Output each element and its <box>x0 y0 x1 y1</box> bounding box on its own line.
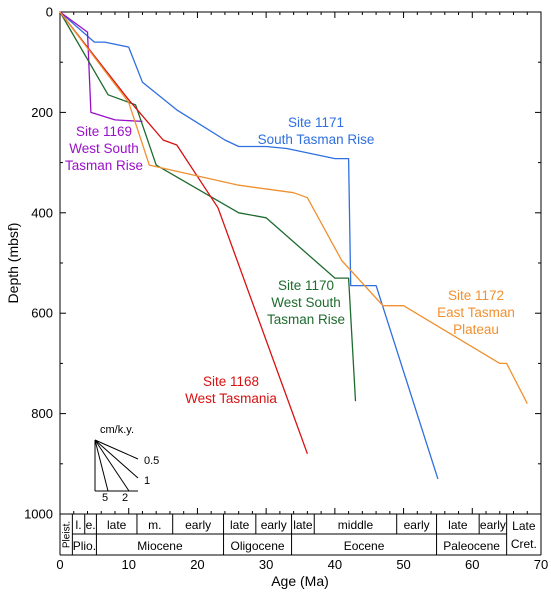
epoch-label: Late Cret. <box>511 519 537 551</box>
rate-label: 2 <box>122 492 128 504</box>
epoch-label: Pleist. <box>62 521 73 548</box>
x-axis-label: Age (Ma) <box>271 573 329 589</box>
subdivision-label: late <box>448 518 468 532</box>
plot-frame <box>59 11 542 515</box>
series-line-site-1168 <box>59 11 309 455</box>
subdivision-label: late <box>107 518 127 532</box>
rate-line <box>94 439 130 492</box>
epoch-label: Eocene <box>344 539 385 553</box>
series-line-site-1170 <box>59 11 357 402</box>
x-tick-label: 60 <box>465 557 479 572</box>
series-label-site-1172: Site 1172 East Tasman Plateau <box>437 288 515 337</box>
series-line-site-1171 <box>59 11 439 480</box>
rate-line <box>94 439 139 460</box>
rate-label: 5 <box>102 492 108 504</box>
timescale-bar: Pleist. Plio. Miocene Oligocene Eocene Paleoc… <box>59 514 542 556</box>
rate-label: 0.5 <box>144 455 159 467</box>
subdivision-label: early <box>185 518 211 532</box>
subdivision-label: late <box>293 518 313 532</box>
rate-legend: cm/k.y. 0.5 1 2 5 <box>94 424 159 504</box>
series-line-site-1169 <box>59 11 143 123</box>
y-tick-label: 600 <box>31 306 53 321</box>
rate-line <box>94 439 139 479</box>
y-tick-label: 0 <box>46 5 53 20</box>
x-tick-label: 50 <box>396 557 410 572</box>
subdivision-label: e. <box>86 518 96 532</box>
epoch-label: Oligocene <box>231 539 285 553</box>
epoch-label: Miocene <box>137 539 183 553</box>
subdivision-label: early <box>480 518 506 532</box>
y-tick-label: 800 <box>31 406 53 421</box>
rate-label: 1 <box>144 475 150 487</box>
x-tick-label: 30 <box>259 557 273 572</box>
series-line-site-1172 <box>59 11 528 404</box>
x-tick-label: 20 <box>190 557 204 572</box>
subdivision-label: middle <box>338 518 374 532</box>
subdivision-label: early <box>261 518 287 532</box>
subdivision-label: early <box>404 518 430 532</box>
y-tick-label: 200 <box>31 105 53 120</box>
rate-legend-title: cm/k.y. <box>100 424 134 436</box>
x-tick-label: 0 <box>56 557 63 572</box>
x-tick-label: 10 <box>121 557 135 572</box>
rate-line <box>94 439 109 492</box>
series-label-site-1169: Site 1169 West South Tasman Rise <box>65 124 143 173</box>
series-label-site-1168: Site 1168 West Tasmania <box>185 374 277 406</box>
series-labels: Site 1171 South Tasman Rise Site 1169 West … <box>65 115 515 406</box>
epoch-label: Plio. <box>73 539 96 553</box>
subdivision-label: l. <box>76 518 82 532</box>
series-label-site-1171: Site 1171 South Tasman Rise <box>258 115 375 147</box>
epoch-label: Paleocene <box>443 539 500 553</box>
subdivision-label: m. <box>148 518 161 532</box>
subdivision-label: late <box>230 518 250 532</box>
series-lines <box>59 11 528 480</box>
y-tick-label: 1000 <box>24 507 53 522</box>
y-axis-label: Depth (mbsf) <box>5 223 21 304</box>
y-tick-label: 400 <box>31 205 53 220</box>
axis-ticks: 0 10 20 30 40 50 60 70 0 200 400 600 800 1000 <box>24 5 548 573</box>
x-tick-label: 70 <box>534 557 548 572</box>
x-tick-label: 40 <box>328 557 342 572</box>
series-label-site-1170: Site 1170 West South Tasman Rise <box>267 278 345 327</box>
